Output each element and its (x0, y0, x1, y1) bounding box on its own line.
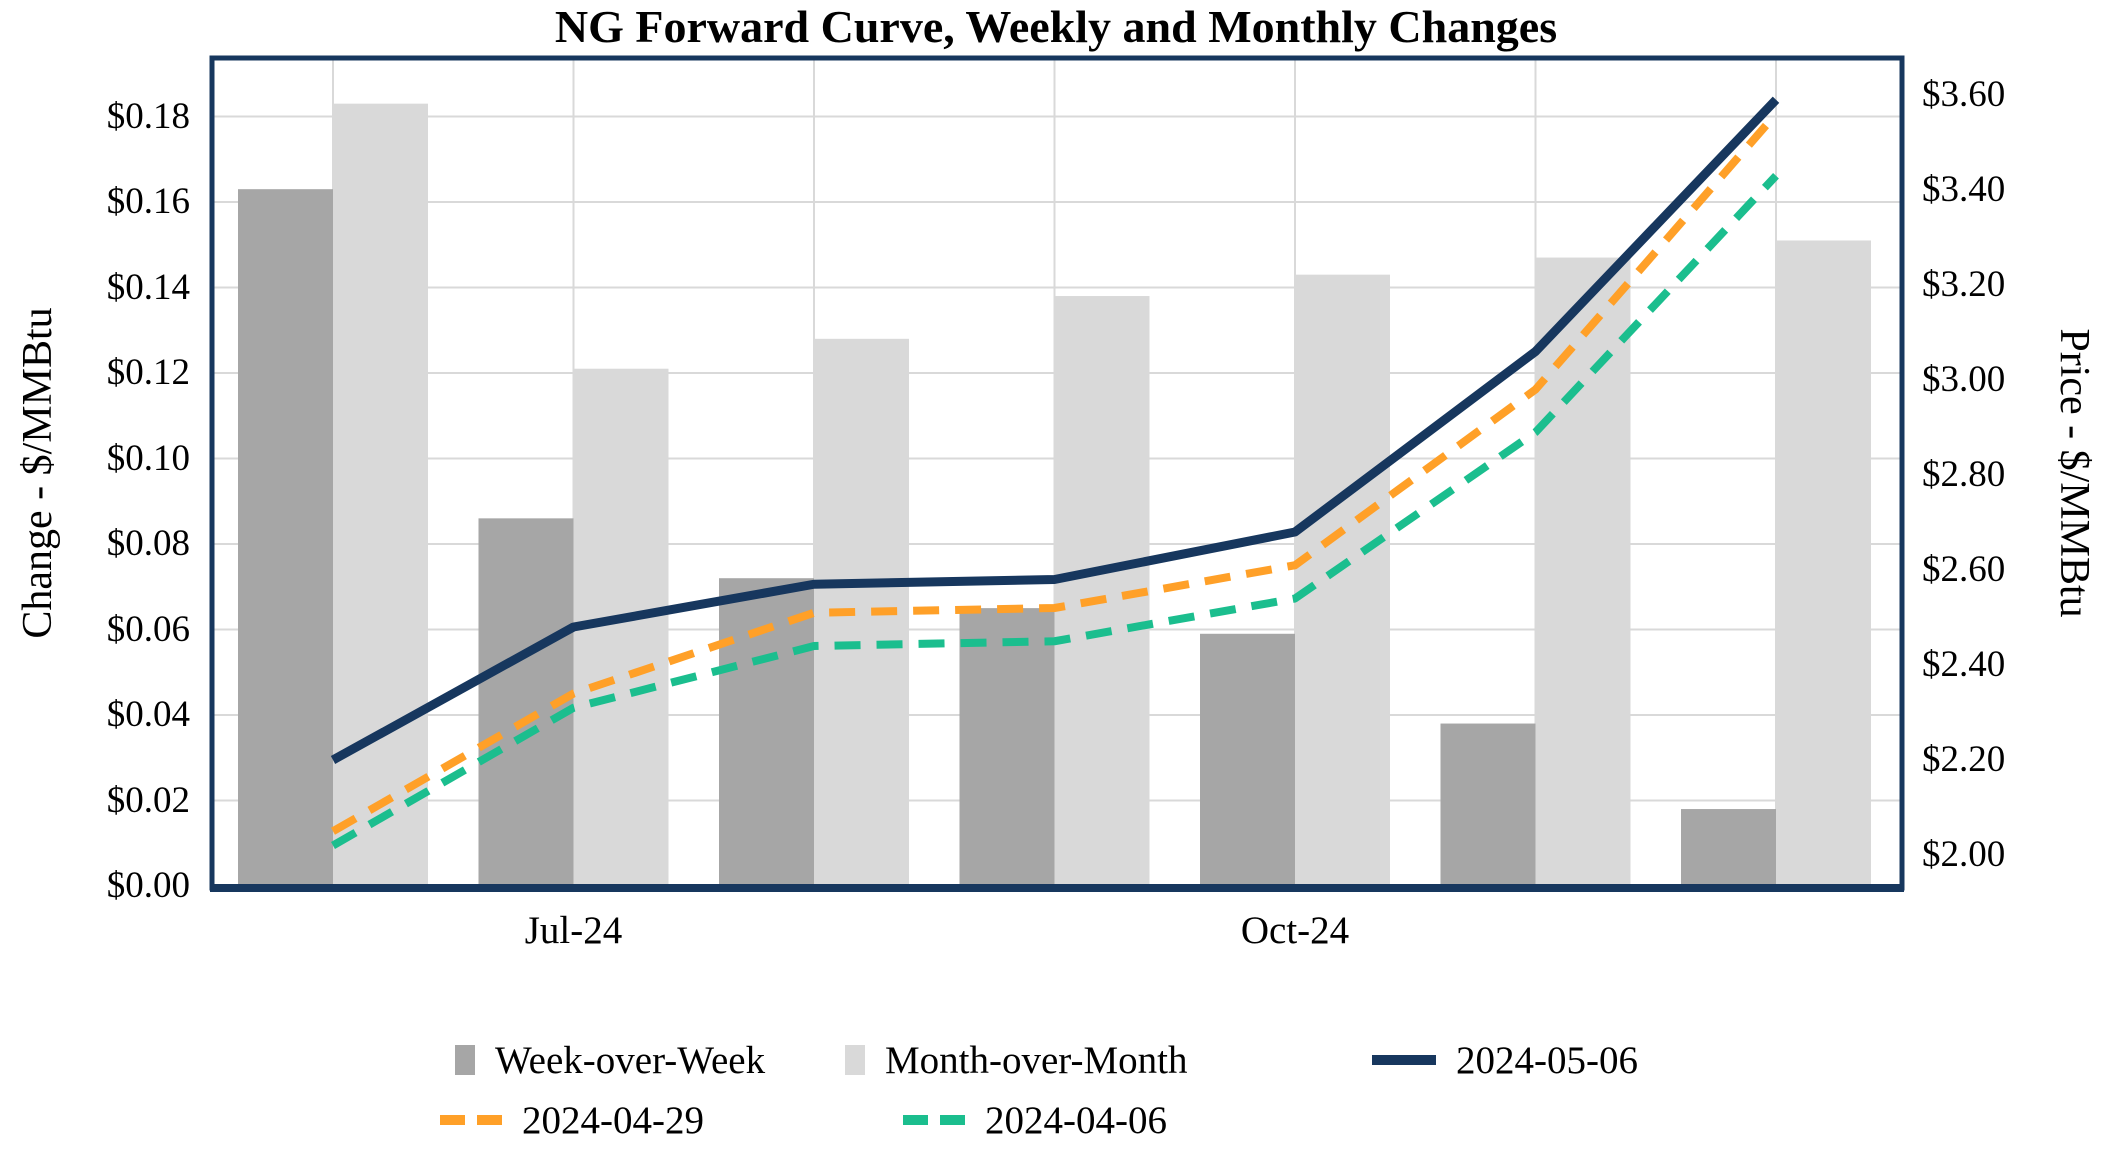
x-tick-jul-24: Jul-24 (524, 909, 623, 952)
legend-item-2024-05-06: 2024-05-06 (1372, 1036, 1638, 1084)
legend-label: Week-over-Week (495, 1038, 766, 1082)
bar-week-over-week (1200, 633, 1295, 886)
left-axis-tick-label: $0.08 (106, 523, 190, 564)
right-axis-tick-label: $3.00 (1922, 359, 2006, 400)
bar-week-over-week (238, 189, 333, 887)
legend-item-2024-04-29: 2024-04-29 (440, 1096, 704, 1144)
right-axis-tick-labels: $2.00 $2.20 $2.40 $2.60 $2.80 $3.00 $3.20 $3.40… (1922, 0, 2112, 1152)
right-axis-tick-label: $2.40 (1922, 644, 2006, 685)
bar-week-over-week (1440, 723, 1536, 886)
left-axis-tick-label: $0.18 (106, 95, 190, 137)
legend-label: 2024-04-29 (522, 1098, 704, 1142)
solid-line-swatch-icon (1372, 1055, 1436, 1065)
right-axis-tick-label: $3.40 (1922, 169, 2006, 210)
right-axis-tick-label: $2.00 (1922, 834, 2006, 875)
dashed-line-swatch-icon (903, 1115, 965, 1125)
line-2024-04-29 (331, 111, 1780, 835)
left-axis-tick-label: $0.04 (106, 694, 190, 735)
right-axis-tick-label: $3.60 (1922, 74, 2006, 115)
left-axis-tick-label: $0.00 (106, 865, 190, 906)
left-axis-tick-label: $0.02 (106, 779, 190, 821)
left-axis-tick-labels: $0.00 $0.02 $0.04 $0.06 $0.08 $0.10 $0.12 $0.14… (0, 0, 198, 1152)
legend-label: 2024-05-06 (1456, 1038, 1638, 1082)
bar-week-over-week (719, 578, 814, 886)
week-over-week-swatch-icon (455, 1045, 475, 1075)
legend-label: Month-over-Month (885, 1038, 1188, 1082)
x-tick-oct-24: Oct-24 (1240, 909, 1350, 952)
left-axis-tick-label: $0.12 (106, 352, 190, 393)
dashed-line-swatch-icon (440, 1115, 502, 1125)
bar-month-over-month (1776, 240, 1871, 887)
month-over-month-swatch-icon (845, 1045, 865, 1075)
right-axis-tick-label: $3.20 (1922, 264, 2006, 305)
chart-title: NG Forward Curve, Weekly and Monthly Cha… (554, 1, 1558, 52)
legend-item-week-over-week: Week-over-Week (455, 1036, 765, 1084)
legend-label: 2024-04-06 (985, 1098, 1167, 1142)
right-axis-tick-label: $2.80 (1922, 454, 2006, 495)
left-axis-tick-label: $0.10 (106, 437, 190, 479)
right-axis-tick-label: $2.20 (1922, 739, 2006, 780)
legend-item-2024-04-06: 2024-04-06 (903, 1096, 1167, 1144)
bar-month-over-month (333, 103, 428, 887)
bar-month-over-month (1295, 274, 1390, 886)
line-2024-05-06 (330, 96, 1780, 764)
bar-week-over-week (1681, 809, 1776, 886)
bar-month-over-month (1535, 257, 1631, 886)
left-axis-tick-label: $0.14 (106, 266, 190, 308)
line-2024-04-06 (331, 173, 1779, 849)
bar-week-over-week (959, 608, 1055, 886)
legend-item-month-over-month: Month-over-Month (845, 1036, 1188, 1084)
left-axis-tick-label: $0.06 (106, 608, 190, 650)
left-axis-tick-label: $0.16 (106, 181, 190, 222)
right-axis-tick-label: $2.60 (1922, 549, 2006, 590)
